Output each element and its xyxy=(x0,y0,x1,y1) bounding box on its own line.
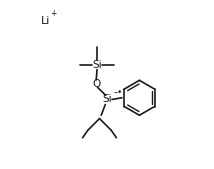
Text: Si: Si xyxy=(102,94,112,104)
Text: Si: Si xyxy=(92,59,102,70)
Text: +: + xyxy=(50,9,56,18)
Text: –•: –• xyxy=(113,88,122,98)
Text: Li: Li xyxy=(41,16,50,26)
Text: O: O xyxy=(92,79,100,89)
